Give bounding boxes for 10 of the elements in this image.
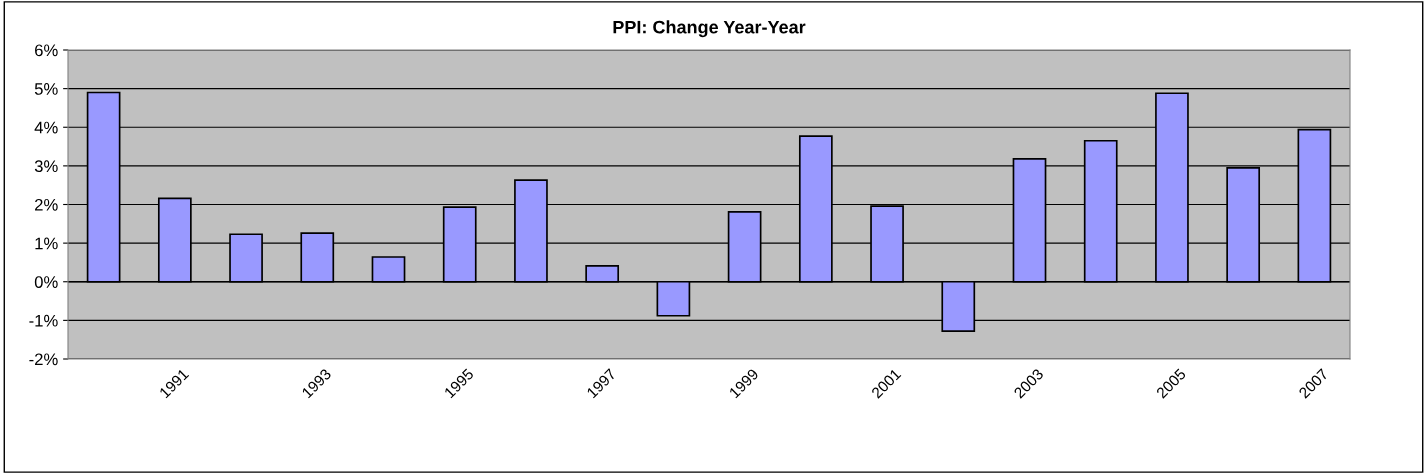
y-tick-label: 4% (34, 121, 58, 134)
y-tick-label: 5% (34, 83, 58, 95)
y-tick-label: 2% (35, 198, 58, 211)
chart-title: PPI: Change Year-Year (613, 20, 806, 38)
y-tick-label: 3% (34, 160, 58, 173)
y-tick-label: -2% (29, 353, 58, 366)
y-tick-label: -1% (29, 314, 58, 327)
y-tick-label: 6% (35, 44, 58, 57)
y-tick-label: 0% (34, 276, 58, 288)
y-tick-label: 1% (35, 237, 58, 250)
